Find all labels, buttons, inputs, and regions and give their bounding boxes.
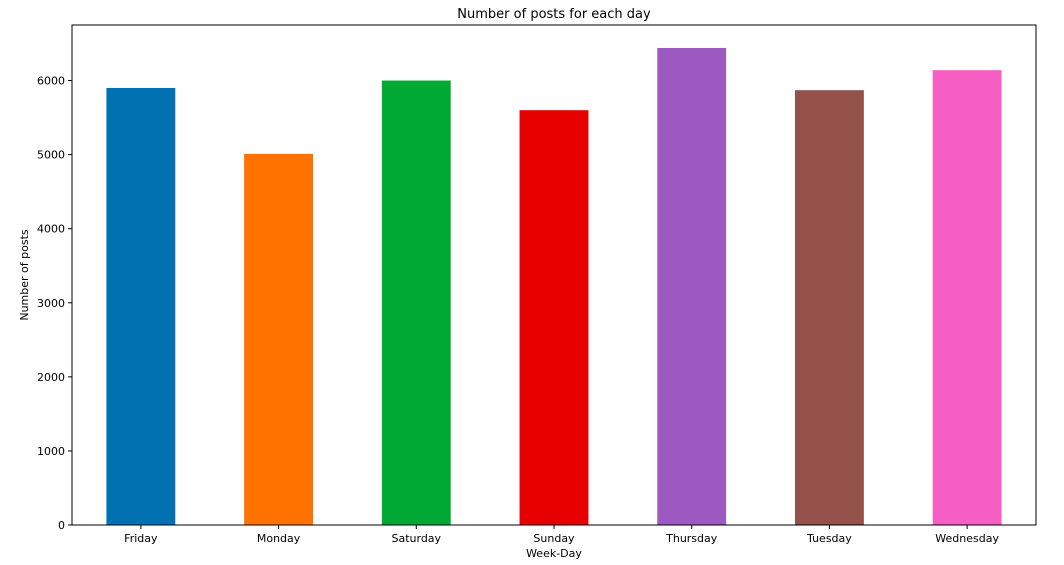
y-tick-label: 4000 (37, 223, 65, 236)
x-axis: Friday Monday Saturday Sunday Thursday Tuesda… (124, 525, 999, 545)
bar-thursday (657, 47, 727, 526)
x-tick-label: Sunday (533, 532, 575, 545)
bar-tuesday (795, 90, 864, 526)
bars-layer (106, 47, 1002, 526)
y-axis-label: Number of posts (18, 229, 31, 321)
bar-monday (244, 153, 313, 525)
y-tick-label: 5000 (37, 149, 65, 162)
x-tick-label: Thursday (665, 532, 718, 545)
chart-title: Number of posts for each day (457, 7, 651, 22)
x-tick-label: Monday (257, 532, 301, 545)
bar-sunday (519, 110, 589, 526)
x-tick-label: Wednesday (935, 532, 999, 545)
y-axis: 0 1000 2000 3000 4000 5000 6000 (37, 75, 72, 532)
x-axis-label: Week-Day (526, 547, 582, 560)
y-tick-label: 2000 (37, 371, 65, 384)
y-tick-label: 1000 (37, 445, 65, 458)
x-tick-label: Tuesday (806, 532, 852, 545)
bar-friday (106, 87, 176, 526)
y-tick-label: 6000 (37, 75, 65, 88)
x-tick-label: Friday (124, 532, 158, 545)
bar-wednesday (932, 70, 1002, 526)
y-tick-label: 0 (58, 519, 65, 532)
x-tick-label: Saturday (391, 532, 441, 545)
bar-saturday (381, 80, 451, 526)
y-tick-label: 3000 (37, 297, 65, 310)
